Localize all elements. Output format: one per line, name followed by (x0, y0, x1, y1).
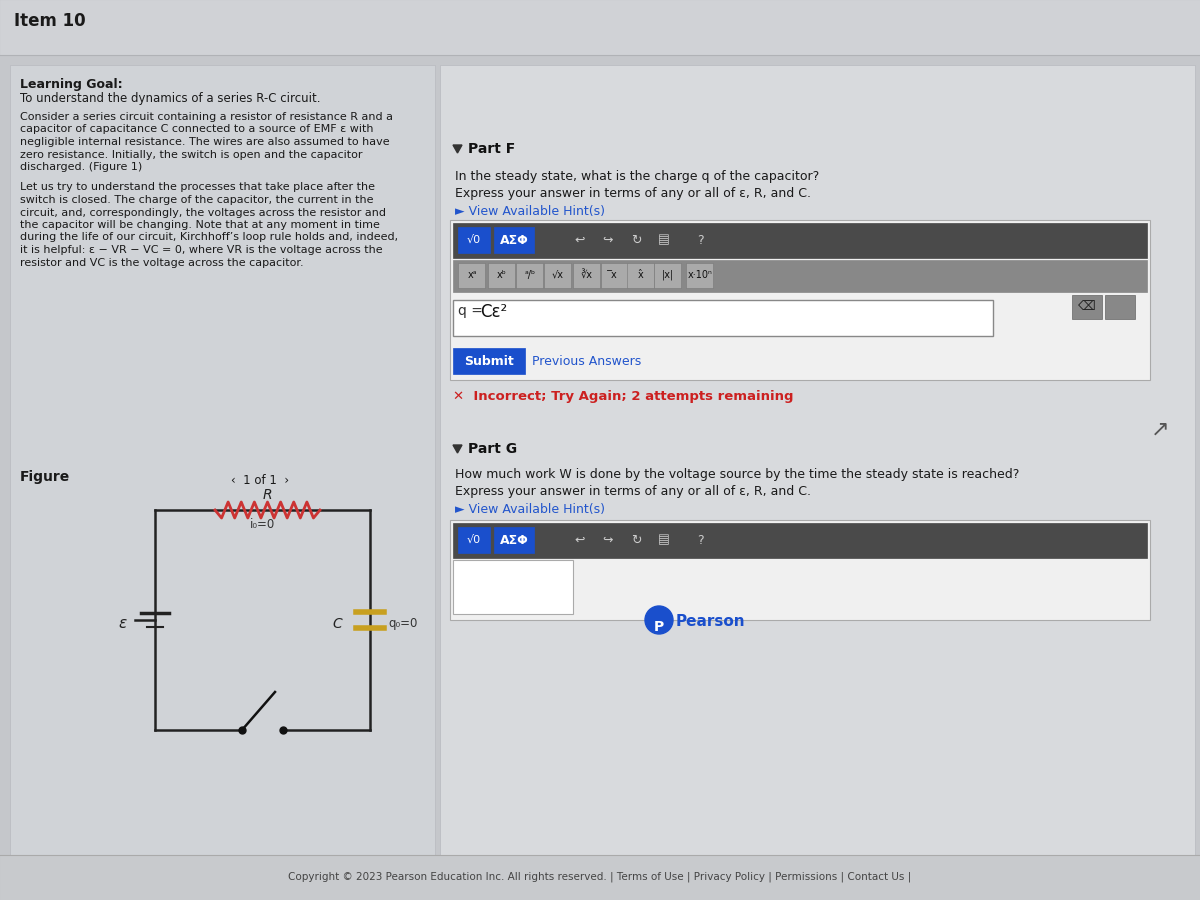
Bar (454, 260, 1147, 292)
Text: Pearson: Pearson (676, 615, 745, 629)
Text: ε: ε (119, 616, 127, 632)
Bar (450, 520, 1150, 620)
Bar (1105, 295, 1135, 319)
Text: P: P (654, 620, 664, 634)
Text: Part F: Part F (468, 142, 515, 156)
Bar (601, 263, 628, 288)
Text: q =: q = (458, 304, 482, 318)
Text: Let us try to understand the processes that take place after the: Let us try to understand the processes t… (20, 183, 374, 193)
Polygon shape (454, 145, 462, 153)
Bar (458, 263, 485, 288)
Bar (686, 263, 713, 288)
Text: ↗: ↗ (1151, 420, 1169, 440)
Text: ↻: ↻ (631, 534, 641, 546)
Text: ↪: ↪ (602, 233, 613, 247)
Text: the capacitor will be changing. Note that at any moment in time: the capacitor will be changing. Note tha… (20, 220, 380, 230)
Text: discharged. (Figure 1): discharged. (Figure 1) (20, 162, 143, 172)
Text: q₀=0: q₀=0 (388, 617, 418, 631)
Text: x̂: x̂ (638, 270, 644, 280)
Bar (0, 855, 1200, 900)
Text: ▤: ▤ (658, 534, 670, 546)
Bar (454, 560, 574, 614)
Text: ▤: ▤ (658, 233, 670, 247)
Bar (0, 0, 1200, 55)
Bar (544, 263, 571, 288)
Text: R: R (263, 488, 272, 502)
Bar (454, 523, 1147, 558)
Text: Consider a series circuit containing a resistor of resistance R and a: Consider a series circuit containing a r… (20, 112, 394, 122)
Text: ?: ? (697, 233, 703, 247)
Text: ̅x: ̅x (612, 270, 618, 280)
Bar (10, 65, 436, 855)
Text: ᵃ/ᵇ: ᵃ/ᵇ (524, 270, 535, 280)
Text: x·10ⁿ: x·10ⁿ (688, 270, 713, 280)
Bar (628, 263, 654, 288)
Bar (654, 263, 682, 288)
Text: Copyright © 2023 Pearson Education Inc. All rights reserved. | Terms of Use | Pr: Copyright © 2023 Pearson Education Inc. … (288, 872, 912, 883)
Bar (458, 227, 490, 253)
Text: Cε²: Cε² (480, 303, 508, 321)
Text: Previous Answers: Previous Answers (532, 355, 641, 368)
Text: xᵇ: xᵇ (497, 270, 506, 280)
Bar (494, 527, 534, 553)
Text: √0: √0 (467, 235, 481, 245)
Text: capacitor of capacitance C connected to a source of EMF ε with: capacitor of capacitance C connected to … (20, 124, 373, 134)
Text: AΣΦ: AΣΦ (499, 534, 528, 546)
Text: Item 10: Item 10 (14, 12, 85, 30)
Text: ‹  1 of 1  ›: ‹ 1 of 1 › (230, 474, 289, 487)
Text: Express your answer in terms of any or all of ε, R, and C.: Express your answer in terms of any or a… (455, 485, 811, 498)
Text: |x|: |x| (662, 270, 674, 280)
Text: ► View Available Hint(s): ► View Available Hint(s) (455, 205, 605, 218)
Bar (450, 220, 1150, 380)
Text: Express your answer in terms of any or all of ε, R, and C.: Express your answer in terms of any or a… (455, 187, 811, 200)
Text: ?: ? (697, 534, 703, 546)
Text: ↻: ↻ (631, 233, 641, 247)
Text: resistor and VC is the voltage across the capacitor.: resistor and VC is the voltage across th… (20, 257, 304, 267)
Text: during the life of our circuit, Kirchhoff’s loop rule holds and, indeed,: during the life of our circuit, Kirchhof… (20, 232, 398, 242)
Bar (454, 348, 526, 374)
Text: AΣΦ: AΣΦ (499, 233, 528, 247)
Text: ↩: ↩ (575, 534, 586, 546)
Text: Submit: Submit (464, 355, 514, 368)
Text: Part G: Part G (468, 442, 517, 456)
Text: √x: √x (552, 270, 564, 280)
Text: circuit, and, correspondingly, the voltages across the resistor and: circuit, and, correspondingly, the volta… (20, 208, 386, 218)
Text: ∛x: ∛x (581, 270, 593, 280)
Text: ↩: ↩ (575, 233, 586, 247)
Bar (454, 300, 994, 336)
Text: switch is closed. The charge of the capacitor, the current in the: switch is closed. The charge of the capa… (20, 195, 373, 205)
Text: ⌫: ⌫ (1078, 301, 1096, 313)
Bar (574, 263, 600, 288)
Bar (440, 65, 1195, 855)
Bar (488, 263, 515, 288)
Text: √0: √0 (467, 535, 481, 545)
Bar (494, 227, 534, 253)
Text: How much work W is done by the voltage source by the time the steady state is re: How much work W is done by the voltage s… (455, 468, 1019, 481)
Bar (1072, 295, 1102, 319)
Text: negligible internal resistance. The wires are also assumed to have: negligible internal resistance. The wire… (20, 137, 390, 147)
Text: zero resistance. Initially, the switch is open and the capacitor: zero resistance. Initially, the switch i… (20, 149, 362, 159)
Text: it is helpful: ε − VR − VC = 0, where VR is the voltage across the: it is helpful: ε − VR − VC = 0, where VR… (20, 245, 383, 255)
Text: In the steady state, what is the charge q of the capacitor?: In the steady state, what is the charge … (455, 170, 820, 183)
Text: xᵃ: xᵃ (467, 270, 476, 280)
Text: Learning Goal:: Learning Goal: (20, 78, 122, 91)
Text: ► View Available Hint(s): ► View Available Hint(s) (455, 503, 605, 516)
Polygon shape (454, 445, 462, 453)
Text: C: C (332, 617, 342, 631)
Text: ✕  Incorrect; Try Again; 2 attempts remaining: ✕ Incorrect; Try Again; 2 attempts remai… (454, 390, 793, 403)
Circle shape (646, 606, 673, 634)
Text: i₀=0: i₀=0 (250, 518, 275, 531)
Text: Figure: Figure (20, 470, 71, 484)
Bar (516, 263, 542, 288)
Bar (458, 527, 490, 553)
Text: To understand the dynamics of a series R-C circuit.: To understand the dynamics of a series R… (20, 92, 320, 105)
Text: ↪: ↪ (602, 534, 613, 546)
Bar (454, 223, 1147, 258)
